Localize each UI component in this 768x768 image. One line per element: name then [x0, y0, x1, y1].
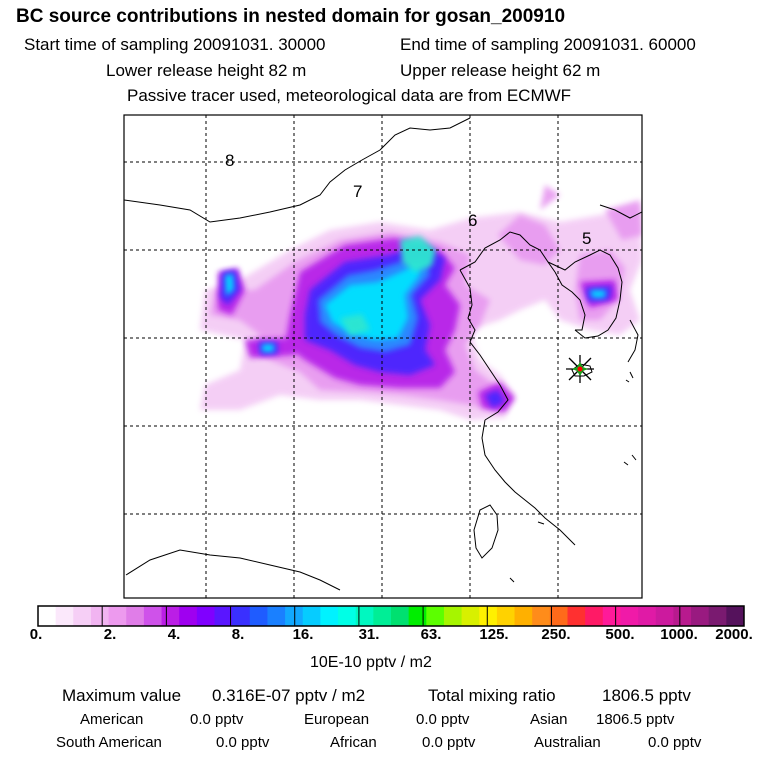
contrib-value: 0.0 pptv [216, 734, 270, 751]
contrib-value: 0.0 pptv [422, 734, 476, 751]
colorbar-swatch [108, 606, 127, 626]
colorbar-units: 10E-10 pptv / m2 [310, 654, 432, 671]
colorbar-swatch [602, 606, 621, 626]
colorbar-swatch [479, 606, 498, 626]
colorbar-tick: 8. [231, 626, 245, 643]
contrib-value: 1806.5 pptv [596, 711, 675, 728]
colorbar-swatch [726, 606, 745, 626]
total-mixing-value: 1806.5 pptv [602, 686, 691, 705]
contrib-value: 0.0 pptv [416, 711, 470, 728]
receptor-star-icon [566, 355, 594, 383]
colorbar-swatch [514, 606, 533, 626]
colorbar-swatch [426, 606, 445, 626]
plume-layer [200, 185, 642, 420]
colorbar-swatch [126, 606, 145, 626]
colorbar-tick: 2000. [715, 626, 753, 643]
colorbar-swatch [355, 606, 374, 626]
colorbar-swatch [443, 606, 463, 626]
contrib-region: South American [56, 734, 162, 751]
colorbar-swatch [708, 606, 727, 626]
colorbar-swatch [249, 606, 268, 626]
colorbar-swatch [408, 606, 427, 626]
upper-release-height: Upper release height 62 m [400, 61, 601, 80]
colorbar-swatch [338, 606, 357, 626]
colorbar-swatch [549, 606, 568, 626]
colorbar-swatch [90, 606, 110, 626]
colorbar-swatch [391, 606, 410, 626]
total-mixing-label: Total mixing ratio [428, 686, 556, 705]
contrib-region: African [330, 734, 377, 751]
colorbar-swatch [267, 606, 286, 626]
colorbar-swatch [143, 606, 163, 626]
colorbar-swatch [655, 606, 674, 626]
region-label-7: 7 [353, 182, 362, 201]
colorbar-tick: 4. [167, 626, 181, 643]
colorbar-frame [37, 605, 745, 627]
colorbar-swatch [214, 606, 233, 626]
colorbar-swatch [302, 606, 321, 626]
colorbar-swatch [567, 606, 586, 626]
colorbar-tick: 500. [605, 626, 635, 643]
max-value-label: Maximum value [62, 686, 182, 705]
colorbar-tick: 2. [103, 626, 117, 643]
colorbar-swatch [320, 606, 339, 626]
colorbar-swatch [55, 606, 74, 626]
colorbar-swatch [461, 606, 480, 626]
colorbar-swatch [285, 606, 304, 626]
chart-title: BC source contributions in nested domain… [16, 6, 566, 27]
colorbar-swatch [179, 606, 198, 626]
contrib-region: American [80, 711, 144, 728]
max-value: 0.316E-07 pptv / m2 [212, 686, 366, 705]
colorbar-swatch [691, 606, 710, 626]
colorbar-swatch [673, 606, 692, 626]
colorbar-swatch [73, 606, 92, 626]
colorbar-swatch [638, 606, 657, 626]
contrib-region: Asian [530, 711, 568, 728]
region-label-8: 8 [225, 151, 234, 170]
tracer-note: Passive tracer used, meteorological data… [127, 86, 572, 105]
colorbar-swatch [196, 606, 215, 626]
colorbar-swatch [496, 606, 516, 626]
lower-release-height: Lower release height 82 m [106, 61, 307, 80]
colorbar-swatch [38, 606, 57, 626]
contrib-value: 0.0 pptv [190, 711, 244, 728]
contrib-value: 0.0 pptv [648, 734, 702, 751]
colorbar-tick: 125. [479, 626, 509, 643]
colorbar-tick: 0. [29, 626, 43, 643]
sampling-start-time: Start time of sampling 20091031. 30000 [24, 35, 326, 54]
colorbar-swatch [232, 606, 251, 626]
colorbar-tick: 63. [420, 626, 442, 643]
colorbar-tick: 31. [358, 626, 380, 643]
colorbar-tick: 16. [292, 626, 314, 643]
map-grid [124, 115, 642, 598]
colorbar-tick: 1000. [660, 626, 698, 643]
contrib-region: Australian [534, 734, 601, 751]
coastlines [124, 117, 642, 591]
colorbar-tick: 250. [541, 626, 571, 643]
colorbar-swatch [532, 606, 551, 626]
colorbar-swatch [620, 606, 639, 626]
map-frame [123, 114, 643, 599]
contrib-region: European [304, 711, 370, 728]
colorbar [38, 606, 745, 626]
sampling-end-time: End time of sampling 20091031. 60000 [400, 35, 696, 54]
region-label-5: 5 [582, 229, 591, 248]
region-label-6: 6 [468, 211, 477, 230]
colorbar-swatch [161, 606, 180, 626]
colorbar-swatch [373, 606, 392, 626]
colorbar-swatch [585, 606, 604, 626]
